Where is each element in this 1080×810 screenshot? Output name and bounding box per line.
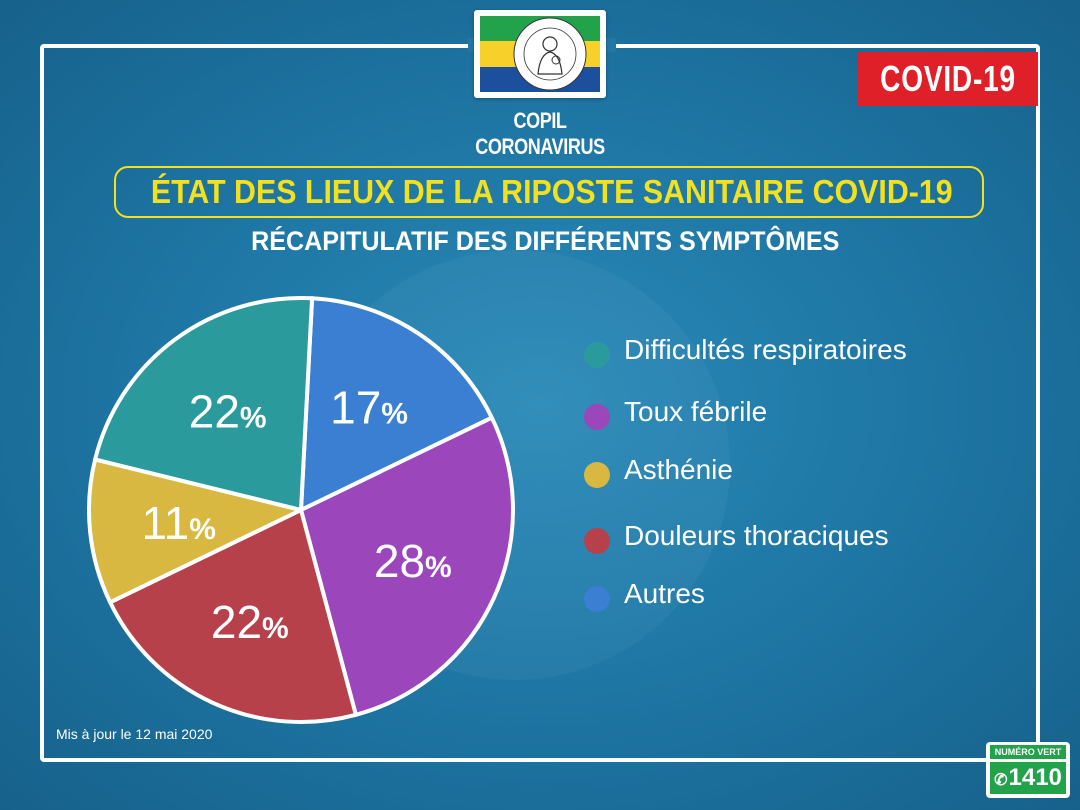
- pie-label-douleurs-thoraciques: 22%: [211, 596, 289, 648]
- update-date: Mis à jour le 12 mai 2020: [56, 726, 213, 742]
- pie-label-toux-febrile: 28%: [374, 535, 452, 587]
- covid-badge: COVID-19: [858, 52, 1038, 106]
- hotline-label: NUMÉRO VERT: [990, 745, 1066, 759]
- phone-icon: ✆: [994, 772, 1008, 789]
- legend-label: Douleurs thoraciques: [624, 520, 889, 551]
- legend-label: Autres: [624, 578, 705, 609]
- pie-label-asthenie: 11%: [141, 497, 215, 549]
- org-name: COPIL CORONAVIRUS: [475, 108, 605, 159]
- page-title: ÉTAT DES LIEUX DE LA RIPOSTE SANITAIRE C…: [150, 173, 953, 210]
- legend-dot-icon: [584, 342, 610, 368]
- pie-slice-douleurs-thoraciques: [108, 508, 358, 724]
- pie-label-autres: 17%: [330, 382, 408, 434]
- legend-dot-icon: [584, 404, 610, 430]
- pie-slice-asthenie: [87, 457, 303, 605]
- hotline-number: ✆1410: [990, 762, 1066, 794]
- legend-dot-icon: [584, 462, 610, 488]
- hotline-badge: NUMÉRO VERT ✆1410: [986, 742, 1070, 798]
- legend-label: Asthénie: [624, 454, 733, 485]
- chart-subtitle: RÉCAPITULATIF DES DIFFÉRENTS SYMPTÔMES: [250, 226, 840, 256]
- legend-label: Toux fébrile: [624, 396, 768, 427]
- gabon-emblem-logo: [474, 10, 606, 98]
- pie-slice-toux-febrile: [299, 415, 515, 717]
- pie-slice-autres: [299, 296, 494, 512]
- pie-label-difficultes-respiratoires: 22%: [189, 385, 267, 437]
- legend-dot-icon: [584, 586, 610, 612]
- legend-dot-icon: [584, 528, 610, 554]
- seal-icon: [513, 17, 587, 91]
- pie-slice-difficultes-respiratoires: [93, 296, 315, 512]
- legend-label: Difficultés respiratoires: [624, 334, 907, 365]
- title-box: ÉTAT DES LIEUX DE LA RIPOSTE SANITAIRE C…: [114, 166, 984, 218]
